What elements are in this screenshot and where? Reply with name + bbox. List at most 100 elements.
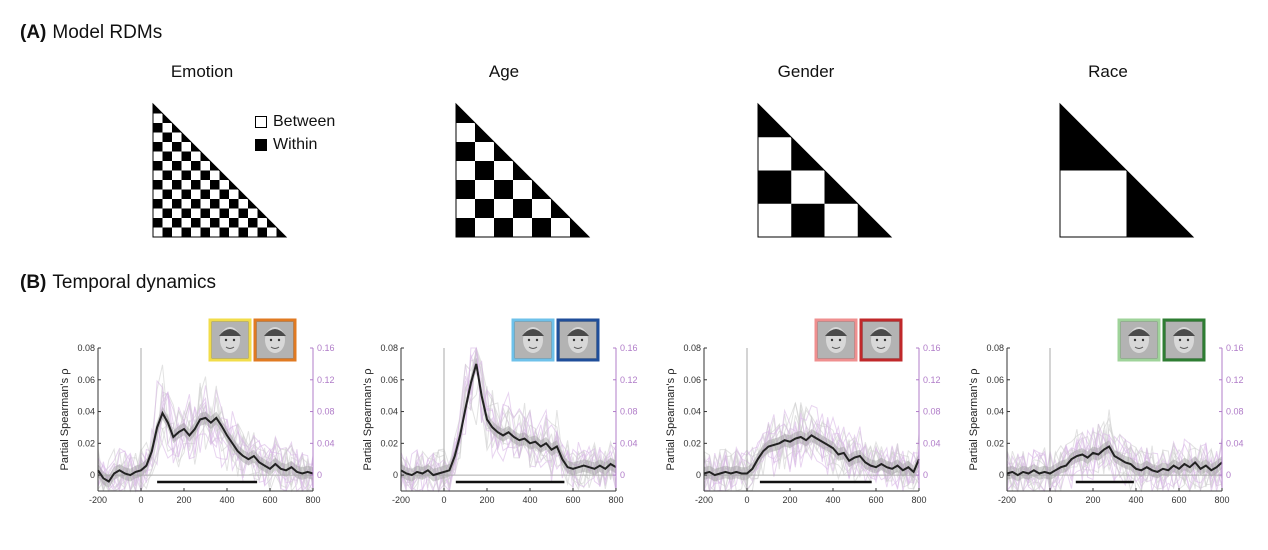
face-icon-eye — [883, 338, 887, 342]
x-tick-label: 0 — [138, 495, 143, 505]
y-tick-label: 0.08 — [77, 343, 95, 353]
rdm-cell — [191, 180, 201, 190]
rdm-cell — [238, 208, 248, 218]
rdm-cell — [210, 199, 220, 209]
rdm-cell — [219, 189, 229, 199]
face-icon — [1117, 318, 1161, 362]
panel-b-label: Temporal dynamics — [52, 272, 217, 293]
rdm-cell — [181, 151, 191, 161]
rdm-cell — [153, 123, 163, 133]
subject-trace — [400, 350, 617, 491]
x-tick-label: -200 — [998, 495, 1016, 505]
rdm-title-race: Race — [1088, 62, 1128, 81]
rdm-cell — [162, 189, 172, 199]
face-icon-eye — [535, 338, 539, 342]
x-tick-label: 400 — [522, 495, 537, 505]
x-tick-label: 800 — [1214, 495, 1229, 505]
face-icon-eye — [572, 338, 576, 342]
face-icon-eye — [277, 338, 281, 342]
face-icon — [1162, 318, 1206, 362]
face-icon-hair — [522, 329, 544, 336]
rdm-outline — [757, 102, 893, 238]
rdm-cell — [181, 170, 191, 180]
panel-b-title: (B) Temporal dynamics — [20, 272, 216, 294]
face-icon-mouth — [225, 346, 235, 349]
face-icon-eye — [830, 338, 834, 342]
x-tick-label: 0 — [1047, 495, 1052, 505]
subject-trace — [400, 347, 617, 492]
y-tick-right-label: 0.08 — [317, 407, 335, 417]
mean-line — [97, 410, 314, 483]
mean-line — [703, 434, 920, 477]
error-band — [98, 406, 313, 488]
y-tick-right-label: 0.04 — [923, 438, 941, 448]
y-tick-label: 0.04 — [986, 407, 1004, 417]
y-tick-right-label: 0.12 — [317, 375, 335, 385]
y-tick-right-label: 0.08 — [923, 407, 941, 417]
face-icon-mouth — [1134, 346, 1144, 349]
rdm-cell — [191, 218, 201, 228]
rdm-cell — [456, 218, 475, 237]
x-tick-label: 600 — [1171, 495, 1186, 505]
subject-trace — [1006, 433, 1223, 493]
face-icon-mouth — [1179, 346, 1189, 349]
mean-line — [400, 363, 617, 477]
subject-trace — [703, 412, 920, 490]
rdm-outline — [455, 102, 591, 238]
y-tick-label: 0.04 — [77, 407, 95, 417]
panel-a-label: Model RDMs — [52, 22, 163, 43]
y-tick-label: 0.02 — [986, 438, 1004, 448]
face-icon-hair — [264, 329, 286, 336]
rdm-outline — [152, 102, 288, 238]
face-icon-eye — [527, 338, 531, 342]
x-tick-label: 400 — [825, 495, 840, 505]
x-tick-label: 400 — [1128, 495, 1143, 505]
rdm-race — [1059, 102, 1195, 238]
face-icon-mouth — [876, 346, 886, 349]
rdm-cell — [172, 180, 182, 190]
face-icon — [814, 318, 858, 362]
x-tick-label: -200 — [392, 495, 410, 505]
mean-line — [1006, 445, 1223, 477]
rdm-title-gender: Gender — [777, 62, 835, 81]
rdm-cell — [162, 151, 172, 161]
face-icon-eye — [1141, 338, 1145, 342]
y-axis-label: Partial Spearman's ρ — [59, 369, 71, 471]
y-tick-right-label: 0.16 — [620, 343, 638, 353]
y-tick-right-label: 0.04 — [1226, 438, 1244, 448]
rdm-cell — [172, 161, 182, 171]
face-icon — [859, 318, 903, 362]
y-tick-label: 0 — [696, 470, 701, 480]
rdm-cell — [494, 218, 513, 237]
y-tick-right-label: 0.16 — [923, 343, 941, 353]
rdm-outline — [1059, 102, 1195, 238]
face-icon-eye — [580, 338, 584, 342]
rdm-cell — [238, 227, 248, 237]
rdm-age — [455, 102, 591, 238]
face-icon-hair — [1128, 329, 1150, 336]
rdm-cell — [181, 208, 191, 218]
rdm-cell — [172, 199, 182, 209]
x-tick-label: 600 — [262, 495, 277, 505]
y-tick-right-label: 0.08 — [1226, 407, 1244, 417]
panel-b-letter: (B) — [20, 272, 47, 293]
rdm-cell — [172, 218, 182, 228]
x-tick-label: 600 — [868, 495, 883, 505]
y-tick-right-label: 0 — [923, 470, 928, 480]
face-icon-eye — [1178, 338, 1182, 342]
face-icon-eye — [224, 338, 228, 342]
rdm-cell — [456, 142, 475, 161]
rdm-cell — [153, 218, 163, 228]
face-icon-hair — [870, 329, 892, 336]
rdm-cell — [191, 199, 201, 209]
legend-within-label: Within — [273, 135, 318, 153]
rdm-title-age: Age — [488, 62, 520, 81]
y-tick-label: 0.08 — [683, 343, 701, 353]
x-tick-label: 200 — [479, 495, 494, 505]
x-tick-label: 200 — [1085, 495, 1100, 505]
y-tick-label: 0.06 — [986, 375, 1004, 385]
rdm-cell — [153, 161, 163, 171]
rdm-cell — [191, 161, 201, 171]
face-icon-mouth — [270, 346, 280, 349]
x-tick-label: -200 — [89, 495, 107, 505]
